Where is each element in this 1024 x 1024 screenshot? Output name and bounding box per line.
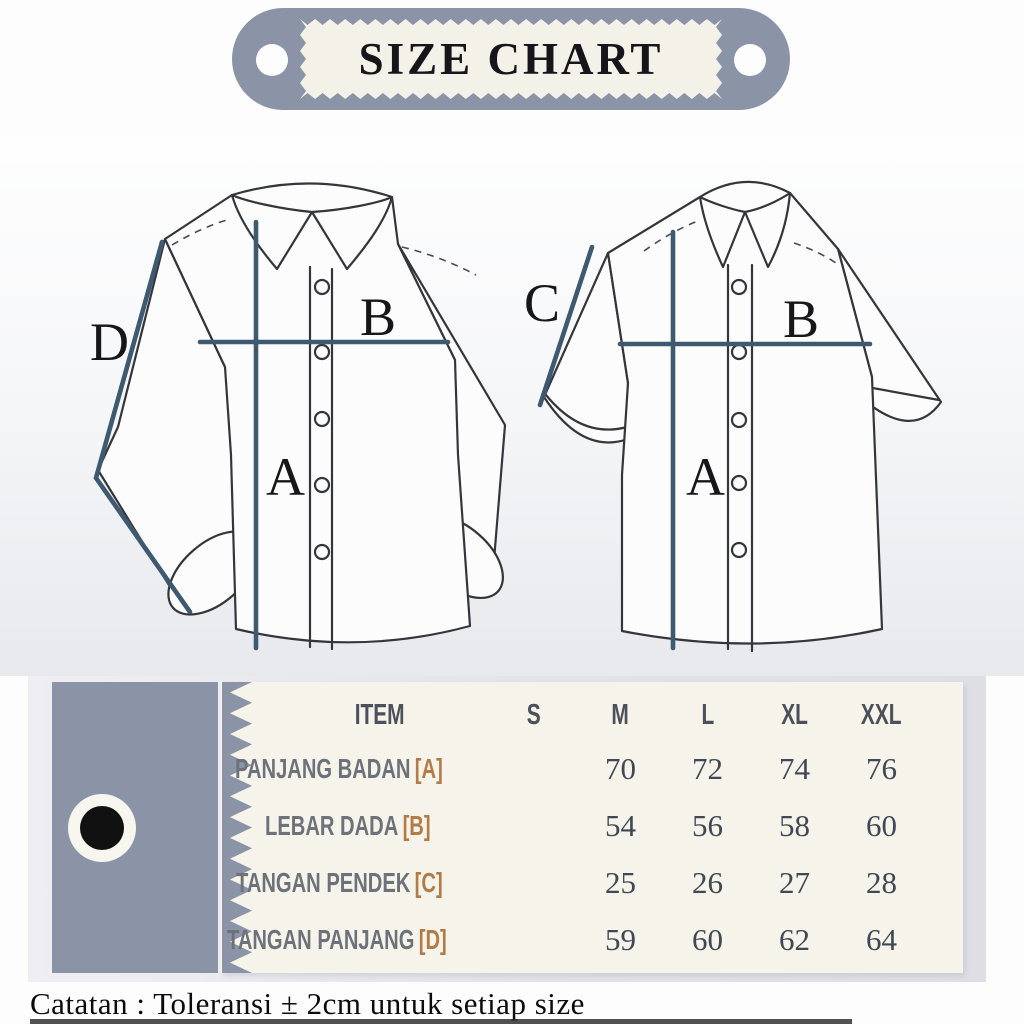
placket bbox=[726, 263, 754, 653]
collar-right-wing bbox=[310, 195, 394, 271]
size-value bbox=[490, 797, 577, 854]
size-value bbox=[490, 911, 577, 968]
size-value bbox=[490, 740, 577, 797]
label-c: C bbox=[524, 273, 560, 333]
row-label: PANJANG BADAN [A] bbox=[235, 752, 443, 784]
size-value: 25 bbox=[605, 864, 636, 900]
cropped-bottom-edge bbox=[30, 1019, 852, 1024]
measure-line-d bbox=[93, 239, 193, 615]
size-value: 56 bbox=[692, 807, 723, 843]
tag-hole-right-icon bbox=[734, 44, 766, 76]
buttons bbox=[730, 278, 748, 559]
row-label: TANGAN PENDEK [C] bbox=[235, 866, 443, 898]
size-grid: ITEM S M L XL XXL PANJANG BADAN [A] 70 72 74 76 LEBA… bbox=[221, 690, 963, 968]
shirt-body bbox=[606, 180, 884, 645]
long-sleeve-shirt-diagram: D B A bbox=[90, 182, 507, 651]
title-tag: SIZE CHART bbox=[232, 8, 790, 110]
label-b-long: B bbox=[360, 287, 396, 347]
placket bbox=[308, 265, 334, 651]
column-header-l: L bbox=[701, 698, 714, 731]
collar-left-wing bbox=[230, 193, 314, 271]
size-value: 26 bbox=[692, 864, 723, 900]
column-header-s: S bbox=[526, 698, 541, 731]
size-table-panel bbox=[221, 682, 963, 973]
short-sleeve-shirt-diagram: C B A bbox=[524, 180, 943, 653]
size-value bbox=[490, 854, 577, 911]
measure-line-c bbox=[537, 244, 595, 408]
tag-eyelet-hole-icon bbox=[80, 806, 124, 850]
left-sleeve-band bbox=[544, 393, 629, 431]
size-value: 60 bbox=[692, 921, 723, 957]
tag-eyelet-icon bbox=[68, 794, 136, 862]
shirt-diagram-area: D B A C B bbox=[0, 140, 1024, 676]
size-value: 74 bbox=[779, 750, 810, 786]
size-value: 70 bbox=[605, 750, 636, 786]
page-title: SIZE CHART bbox=[358, 34, 664, 84]
label-d: D bbox=[90, 312, 129, 372]
title-pinked-label: SIZE CHART bbox=[300, 19, 722, 99]
size-value: 58 bbox=[779, 807, 810, 843]
column-header-xl: XL bbox=[781, 698, 808, 731]
size-value: 76 bbox=[866, 750, 897, 786]
label-b-short: B bbox=[783, 289, 819, 349]
buttons bbox=[313, 278, 331, 561]
size-value: 62 bbox=[779, 921, 810, 957]
collar-left-wing bbox=[698, 195, 747, 269]
column-header-m: M bbox=[611, 698, 630, 731]
label-a-short: A bbox=[686, 447, 725, 507]
size-value: 72 bbox=[692, 750, 723, 786]
row-label: TANGAN PANJANG [D] bbox=[226, 923, 447, 955]
column-header-xxl: XXL bbox=[861, 698, 902, 731]
tag-hole-left-icon bbox=[256, 44, 288, 76]
tolerance-note: Catatan : Toleransi ± 2cm untuk setiap s… bbox=[30, 986, 585, 1021]
label-a-long: A bbox=[266, 447, 305, 507]
size-value: 27 bbox=[779, 864, 810, 900]
size-value: 54 bbox=[605, 807, 636, 843]
size-value: 28 bbox=[866, 864, 897, 900]
size-value: 59 bbox=[605, 921, 636, 957]
size-value: 60 bbox=[866, 807, 897, 843]
size-value: 64 bbox=[866, 921, 897, 957]
collar-right-wing bbox=[743, 191, 792, 269]
tag-divider-line bbox=[218, 682, 222, 973]
row-label: LEBAR DADA [B] bbox=[264, 809, 431, 841]
column-header-item: ITEM bbox=[354, 698, 405, 731]
